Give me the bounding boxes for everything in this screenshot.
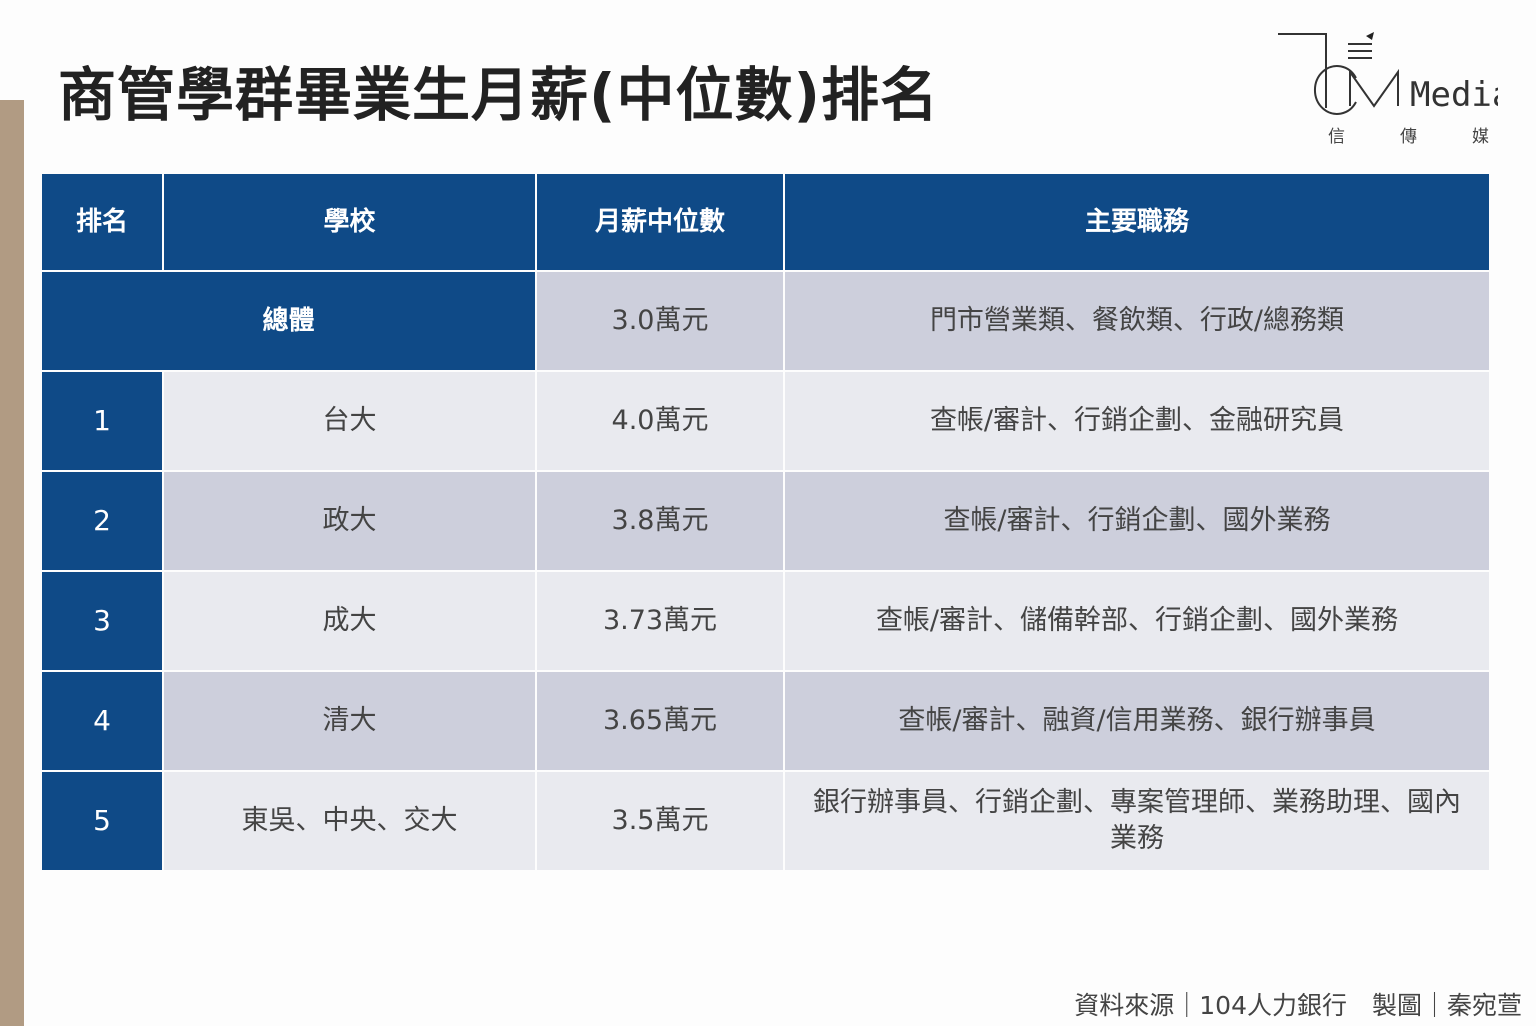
jobs-cell: 門市營業類、餐飲類、行政/總務類 — [783, 270, 1491, 372]
table-row: 5 東吳、中央、交大 3.5萬元 銀行辦事員、行銷企劃、專案管理師、業務助理、國… — [40, 770, 1491, 872]
jobs-cell: 查帳/審計、行銷企劃、金融研究員 — [783, 370, 1491, 472]
decorative-stripe — [0, 100, 24, 1026]
salary-cell: 3.65萬元 — [535, 670, 785, 772]
jobs-cell: 查帳/審計、儲備幹部、行銷企劃、國外業務 — [783, 570, 1491, 672]
school-cell: 政大 — [162, 470, 537, 572]
header-jobs: 主要職務 — [783, 172, 1491, 272]
page-title: 商管學群畢業生月薪(中位數)排名 — [58, 61, 940, 129]
rank-cell: 5 — [40, 770, 164, 872]
table-row: 1 台大 4.0萬元 查帳/審計、行銷企劃、金融研究員 — [40, 370, 1491, 472]
school-cell: 東吳、中央、交大 — [162, 770, 537, 872]
logo-sub-char: 信 — [1328, 127, 1345, 147]
jobs-cell: 銀行辦事員、行銷企劃、專案管理師、業務助理、國內業務 — [783, 770, 1491, 872]
salary-cell: 3.73萬元 — [535, 570, 785, 672]
logo-sub-char: 傳 — [1400, 127, 1417, 147]
logo-mark-icon: Media — [1278, 32, 1512, 115]
salary-cell: 3.5萬元 — [535, 770, 785, 872]
rank-cell: 1 — [40, 370, 164, 472]
school-cell: 台大 — [162, 370, 537, 472]
table-row: 3 成大 3.73萬元 查帳/審計、儲備幹部、行銷企劃、國外業務 — [40, 570, 1491, 672]
header-salary: 月薪中位數 — [535, 172, 785, 272]
overall-label: 總體 — [40, 270, 537, 372]
salary-cell: 4.0萬元 — [535, 370, 785, 472]
table-header-row: 排名 學校 月薪中位數 主要職務 — [40, 172, 1491, 272]
source-credit: 資料來源｜104人力銀行 製圖｜秦宛萱 — [1074, 991, 1522, 1020]
logo-sub-char: 媒 — [1472, 127, 1489, 147]
logo: Media 信 傳 媒 — [1278, 30, 1512, 150]
salary-cell: 3.0萬元 — [535, 270, 785, 372]
rank-cell: 3 — [40, 570, 164, 672]
header-rank: 排名 — [40, 172, 164, 272]
rank-cell: 2 — [40, 470, 164, 572]
svg-text:Media: Media — [1410, 75, 1498, 115]
header-school: 學校 — [162, 172, 537, 272]
jobs-cell: 查帳/審計、融資/信用業務、銀行辦事員 — [783, 670, 1491, 772]
rank-cell: 4 — [40, 670, 164, 772]
table-row: 2 政大 3.8萬元 查帳/審計、行銷企劃、國外業務 — [40, 470, 1491, 572]
jobs-cell: 查帳/審計、行銷企劃、國外業務 — [783, 470, 1491, 572]
school-cell: 清大 — [162, 670, 537, 772]
school-cell: 成大 — [162, 570, 537, 672]
salary-cell: 3.8萬元 — [535, 470, 785, 572]
table-row-overall: 總體 3.0萬元 門市營業類、餐飲類、行政/總務類 — [40, 270, 1491, 372]
salary-ranking-table: 排名 學校 月薪中位數 主要職務 總體 3.0萬元 門市營業類、餐飲類、行政/總… — [40, 172, 1491, 872]
table-row: 4 清大 3.65萬元 查帳/審計、融資/信用業務、銀行辦事員 — [40, 670, 1491, 772]
